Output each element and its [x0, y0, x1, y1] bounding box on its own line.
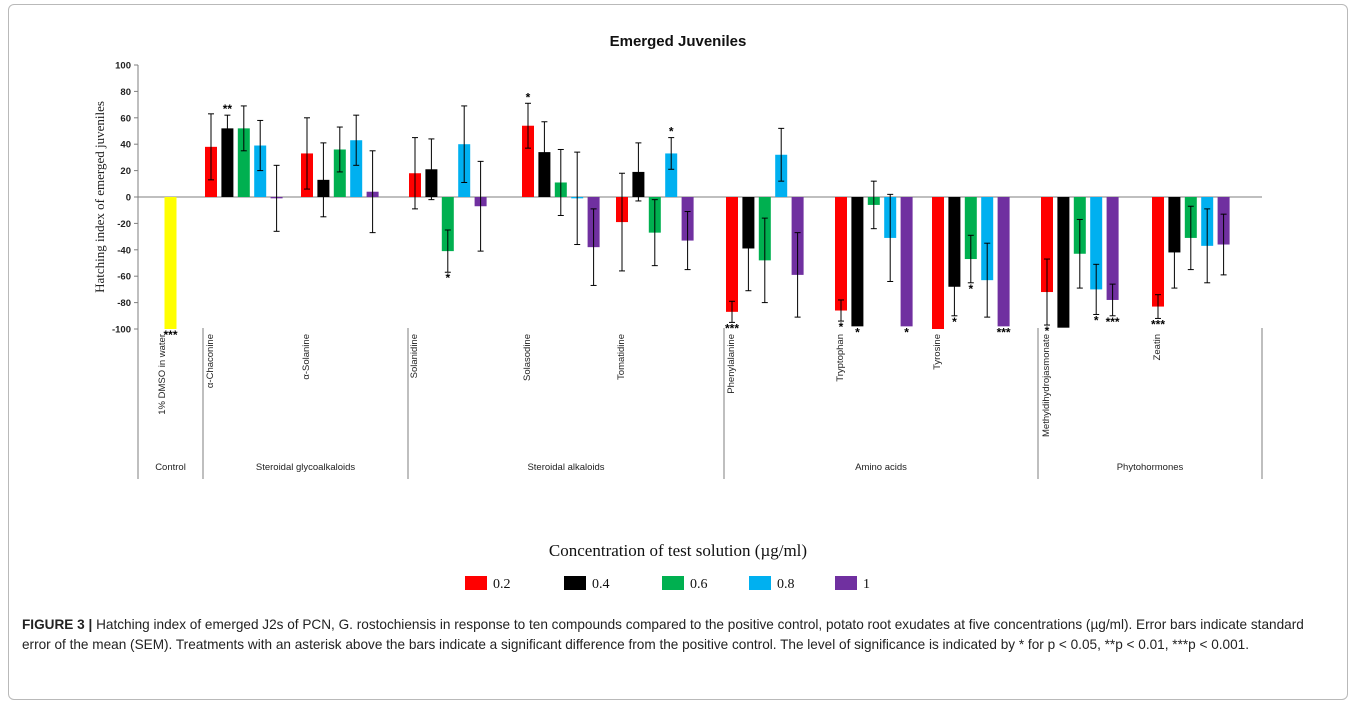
bar: [981, 197, 994, 281]
bar-chart: Emerged Juveniles Hatching index of emer…: [92, 33, 1263, 592]
chart-title: Emerged Juveniles: [610, 33, 747, 50]
bar: [1106, 197, 1119, 300]
legend-label: 0.6: [690, 577, 708, 592]
figure-caption: FIGURE 3 | Hatching index of emerged J2s…: [22, 615, 1332, 655]
group-label: Control: [155, 462, 186, 473]
group-label: Phytohormones: [1117, 462, 1184, 473]
significance-marker: *: [855, 325, 860, 339]
legend-swatch: [835, 576, 857, 590]
bar: [1152, 197, 1164, 307]
compound-labels: 1% DMSO in water α-Chaconine α-Solanine Sol…: [157, 334, 1163, 437]
legend-swatch: [749, 576, 771, 590]
compound-label: α-Chaconine: [205, 334, 216, 388]
significance-marker: ***: [997, 325, 1011, 339]
bar: [350, 140, 363, 197]
group-label: Amino acids: [855, 462, 907, 473]
significance-marker: ***: [1106, 315, 1120, 329]
compound-label: Methyldihydrojasmonate: [1041, 334, 1052, 437]
bar: [997, 197, 1010, 327]
legend-item: 0.8: [749, 576, 795, 592]
bar: [441, 197, 454, 252]
bar: [164, 197, 177, 329]
y-tick-label: 80: [120, 87, 131, 98]
legend-label: 0.2: [493, 577, 511, 592]
y-tick-label: 100: [115, 61, 131, 72]
group-labels: Control Steroidal glycoalkaloids Steroidal…: [155, 462, 1183, 473]
legend-swatch: [662, 576, 684, 590]
compound-label: Tomatidine: [616, 334, 627, 380]
bar: [900, 197, 913, 327]
compound-label: Tryptophan: [835, 334, 846, 382]
significance-marker: *: [968, 282, 973, 296]
legend-label: 1: [863, 577, 870, 592]
group-dividers: [137, 328, 1263, 479]
legend: 0.2 0.4 0.6 0.8 1: [465, 576, 870, 592]
y-axis-label: Hatching index of emerged juveniles: [92, 101, 107, 293]
significance-marker: ***: [725, 321, 739, 335]
legend-item: 0.4: [564, 576, 610, 592]
bar: [1090, 197, 1103, 290]
significance-marker: *: [952, 315, 957, 329]
bar: [254, 145, 267, 197]
group-label: Steroidal alkaloids: [527, 462, 604, 473]
significance-markers: *********** * * ****** ** *** ***: [163, 90, 1165, 342]
compound-label: Solanidine: [409, 334, 420, 378]
caption-label: FIGURE 3 |: [22, 617, 93, 632]
bar: [948, 197, 961, 287]
caption-text: Hatching index of emerged J2s of PCN, G.…: [22, 617, 1304, 652]
bars-layer: [164, 125, 1230, 329]
y-tick-label: -60: [117, 272, 131, 283]
bar: [1057, 197, 1070, 328]
compound-label: Tyrosine: [932, 334, 943, 370]
bar: [665, 153, 678, 197]
bar: [1041, 197, 1053, 293]
legend-label: 0.8: [777, 577, 795, 592]
y-tick-label: 0: [126, 193, 131, 204]
bar: [237, 128, 250, 197]
y-tick-label: -80: [117, 298, 131, 309]
y-tick-label: 60: [120, 113, 131, 124]
y-tick-label: -100: [112, 325, 131, 336]
significance-marker: *: [1045, 324, 1050, 338]
x-axis-label: Concentration of test solution (µg/ml): [549, 541, 807, 560]
legend-swatch: [564, 576, 586, 590]
compound-label: α-Solanine: [301, 334, 312, 380]
significance-marker: *: [526, 90, 531, 104]
y-tick-label: 40: [120, 140, 131, 151]
bar: [835, 197, 847, 311]
legend-item: 0.2: [465, 576, 511, 592]
significance-marker: ***: [1151, 317, 1165, 331]
bar: [851, 197, 864, 327]
legend-item: 0.6: [662, 576, 708, 592]
significance-marker: *: [445, 271, 450, 285]
significance-marker: *: [839, 320, 844, 334]
error-bars-layer: [208, 102, 1227, 326]
legend-label: 0.4: [592, 577, 610, 592]
significance-marker: *: [904, 325, 909, 339]
compound-label: Phenylalanine: [726, 334, 737, 394]
y-tick-label: -40: [117, 245, 131, 256]
bar: [726, 197, 738, 312]
significance-marker: ***: [163, 328, 177, 342]
compound-label: 1% DMSO in water: [157, 334, 168, 415]
bar: [964, 197, 977, 260]
significance-marker: **: [223, 102, 233, 116]
y-tick-label: -20: [117, 219, 131, 230]
bar: [333, 149, 346, 197]
legend-swatch: [465, 576, 487, 590]
group-label: Steroidal glycoalkaloids: [256, 462, 356, 473]
bar: [932, 197, 944, 329]
compound-label: Solasodine: [522, 334, 533, 381]
compound-label: Zeatin: [1152, 334, 1163, 360]
y-tick-label: 20: [120, 166, 131, 177]
bar: [522, 125, 534, 197]
legend-item: 1: [835, 576, 870, 592]
significance-marker: *: [1094, 313, 1099, 327]
bar: [221, 128, 234, 197]
significance-marker: *: [669, 125, 674, 139]
